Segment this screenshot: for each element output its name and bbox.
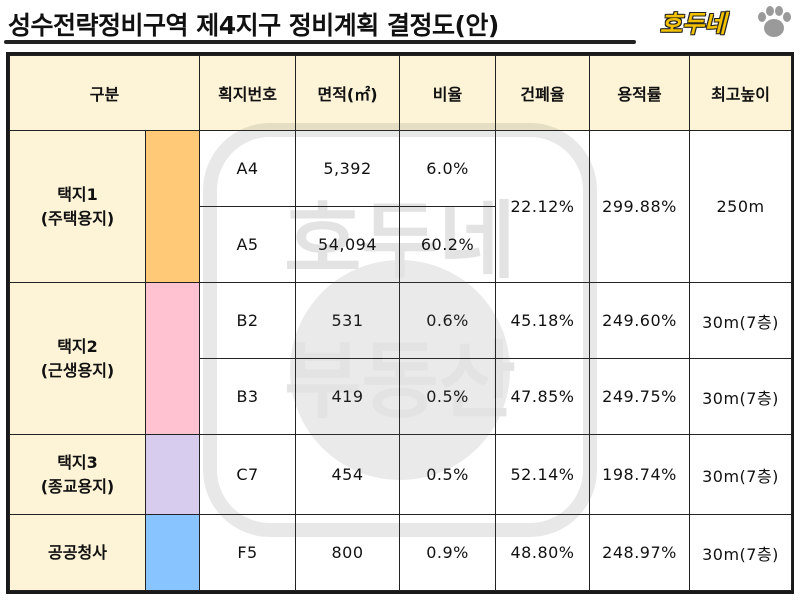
ratio-cell: 0.5% [399, 358, 497, 435]
area-cell: 419 [295, 358, 401, 435]
group-label-3: 택지3 (종교용지) [9, 434, 146, 515]
lot-cell: A4 [199, 130, 297, 207]
coverage-cell: 52.14% [495, 434, 591, 515]
color-swatch-2 [144, 282, 201, 435]
ratio-cell: 0.5% [399, 434, 497, 515]
area-cell: 54,094 [295, 206, 401, 283]
header-category: 구분 [8, 55, 201, 131]
height-cell: 250m [689, 130, 793, 283]
brand-logo: 호두네 [660, 10, 727, 38]
header-lot: 획지번호 [199, 55, 297, 131]
title-underline [4, 40, 636, 44]
lot-cell: A5 [199, 206, 297, 283]
ratio-cell: 6.0% [399, 130, 497, 207]
title-bar: 성수전략정비구역 제4지구 정비계획 결정도(안) 호두네 [0, 0, 800, 50]
lot-cell: C7 [199, 434, 297, 515]
group-label-line1: 택지2 [57, 337, 98, 357]
group-label-line2: (종교용지) [40, 476, 115, 496]
height-cell: 30m(7층) [689, 358, 793, 435]
group-label-line1: 택지1 [57, 185, 98, 205]
height-cell: 30m(7층) [689, 514, 793, 591]
header-row: 구분 획지번호 면적(㎡) 비율 건폐율 용적률 최고높이 [8, 55, 793, 131]
lot-cell: B2 [199, 282, 297, 359]
table-row: 택지3 (종교용지) C7 454 0.5% 52.14% 198.74% 30… [9, 434, 793, 515]
ratio-cell: 0.9% [399, 514, 497, 591]
paw-icon [758, 6, 791, 37]
header-far: 용적률 [589, 55, 691, 131]
header-area: 면적(㎡) [295, 55, 401, 131]
color-swatch-4 [144, 514, 201, 591]
far-cell: 198.74% [589, 434, 691, 515]
table-row: 택지2 (근생용지) B2 531 0.6% 45.18% 249.60% 30… [9, 282, 793, 435]
ratio-cell: 0.6% [399, 282, 497, 359]
header-height: 최고높이 [689, 55, 793, 131]
table-row: 택지1 (주택용지) A4 5,392 6.0% 22.12% 299.88% … [9, 130, 793, 283]
group-label-line2: (근생용지) [40, 360, 115, 380]
coverage-cell: 47.85% [495, 358, 591, 435]
far-cell: 249.60% [589, 282, 691, 359]
coverage-cell: 48.80% [495, 514, 591, 591]
group-label-line1: 택지3 [57, 453, 98, 473]
page-title: 성수전략정비구역 제4지구 정비계획 결정도(안) [8, 11, 499, 40]
group-label-2: 택지2 (근생용지) [9, 282, 146, 435]
coverage-cell: 45.18% [495, 282, 591, 359]
ratio-cell: 60.2% [399, 206, 497, 283]
area-cell: 531 [295, 282, 401, 359]
color-swatch-1 [144, 130, 201, 283]
group-label-1: 택지1 (주택용지) [9, 130, 146, 283]
table-row: 공공청사 F5 800 0.9% 48.80% 248.97% 30m(7층) [9, 514, 793, 591]
height-cell: 30m(7층) [689, 282, 793, 359]
table-row: A5 54,094 60.2% [10, 206, 792, 283]
plan-table-container: 구분 획지번호 면적(㎡) 비율 건폐율 용적률 최고높이 택지1 (주택용지)… [6, 52, 794, 594]
area-cell: 5,392 [295, 130, 401, 207]
height-cell: 30m(7층) [689, 434, 793, 515]
area-cell: 454 [295, 434, 401, 515]
far-cell: 248.97% [589, 514, 691, 591]
far-cell: 249.75% [589, 358, 691, 435]
plan-table: 구분 획지번호 면적(㎡) 비율 건폐율 용적률 최고높이 택지1 (주택용지)… [8, 55, 793, 591]
header-coverage: 건폐율 [495, 55, 591, 131]
lot-cell: F5 [199, 514, 297, 591]
far-cell: 299.88% [589, 130, 691, 283]
color-swatch-3 [144, 434, 201, 515]
lot-cell: B3 [199, 358, 297, 435]
group-label-line2: (주택용지) [40, 208, 115, 228]
header-ratio: 비율 [399, 55, 497, 131]
group-label-4: 공공청사 [9, 514, 146, 591]
table-row: B3 419 0.5% 47.85% 249.75% 30m(7층) [10, 358, 793, 435]
coverage-cell: 22.12% [495, 130, 591, 283]
area-cell: 800 [295, 514, 401, 591]
